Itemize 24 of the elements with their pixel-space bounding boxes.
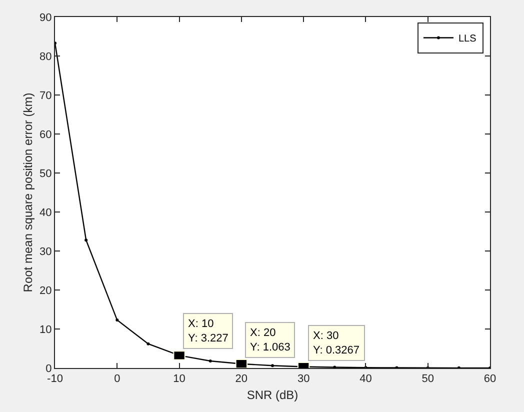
x-tick-label: 50 (422, 373, 434, 386)
x-tick-label: 60 (484, 373, 496, 386)
annotation: X: 30 Y: 0.3267 (313, 330, 360, 356)
y-tick-label: 80 (40, 50, 52, 63)
x-tick-label: 20 (235, 373, 248, 386)
y-tick-label: 60 (40, 128, 52, 141)
y-tick-label: 30 (40, 246, 52, 258)
x-tick-label: -10 (47, 373, 63, 386)
y-tick-label: 10 (40, 324, 52, 336)
y-tick-label: 0 (46, 362, 52, 375)
x-tick-label: 30 (297, 373, 310, 386)
annotation: X: 20 Y: 1.063 (250, 327, 290, 354)
y-tick-label: 90 (40, 12, 52, 24)
legend-label: LLS (458, 34, 477, 45)
x-tick-label: 10 (173, 373, 186, 386)
x-tick-label: 40 (360, 373, 372, 386)
y-axis-title: Root mean square position error (km) (20, 92, 35, 292)
y-tick-label: 50 (40, 168, 52, 180)
x-axis-title: SNR (dB) (246, 388, 298, 402)
x-tick-label: 0 (114, 373, 120, 386)
y-tick-label: 20 (40, 284, 52, 297)
y-tick-label: 70 (40, 90, 52, 102)
y-tick-label: 40 (40, 206, 52, 219)
annotation: X: 10 Y: 3.227 (188, 318, 228, 344)
